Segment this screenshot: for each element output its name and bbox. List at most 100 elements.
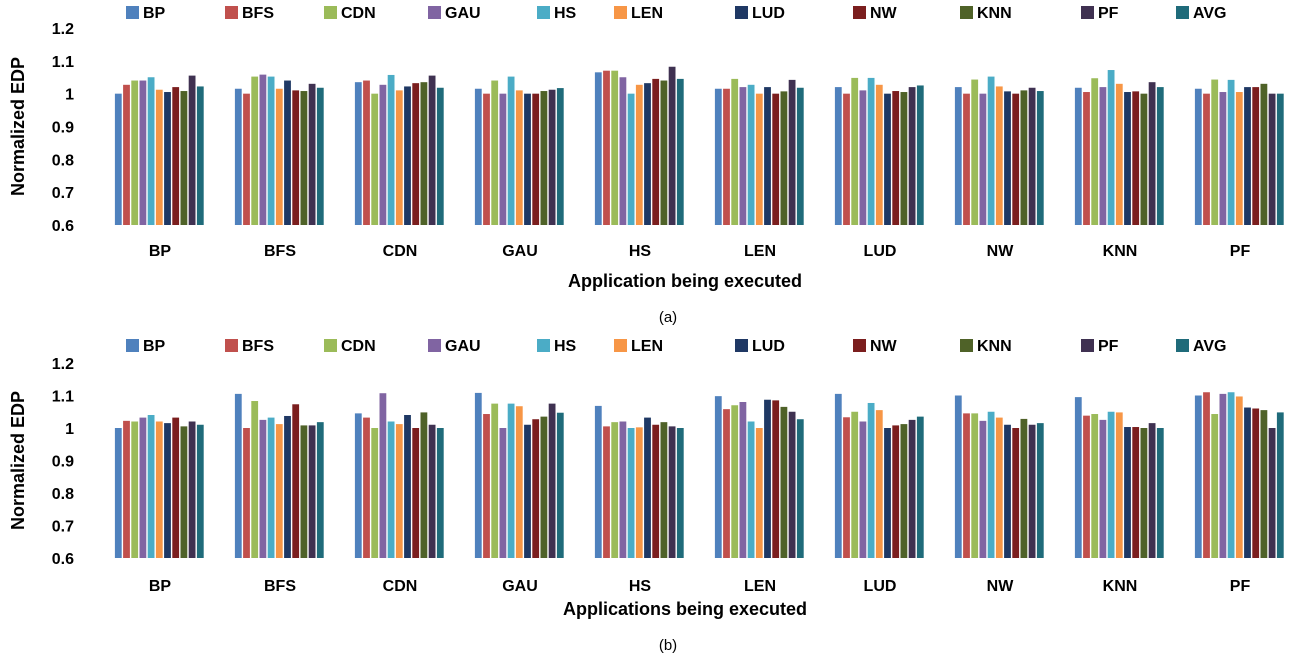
- bar: [147, 415, 155, 558]
- bar: [1276, 412, 1284, 558]
- bar: [796, 419, 804, 558]
- bar: [652, 424, 660, 558]
- bar: [412, 83, 420, 225]
- bar: [979, 420, 987, 558]
- bar: [1219, 393, 1227, 558]
- bar: [1227, 79, 1235, 225]
- x-axis-label: Application being executed: [568, 271, 802, 291]
- bar: [404, 415, 411, 558]
- bar: [875, 84, 883, 225]
- bar: [363, 80, 370, 226]
- bar: [499, 93, 507, 226]
- bar: [1211, 414, 1219, 558]
- bar: [1115, 412, 1123, 558]
- y-tick-label: 1.2: [52, 356, 74, 373]
- bar: [1244, 407, 1251, 558]
- bar: [627, 93, 635, 226]
- x-tick-label: BFS: [264, 578, 296, 595]
- subfigure-label: (a): [659, 309, 677, 326]
- bar: [1203, 93, 1210, 226]
- bar: [731, 405, 739, 558]
- bar: [676, 78, 684, 226]
- legend-label: LUD: [752, 338, 785, 355]
- bar: [548, 89, 556, 225]
- bar: [387, 74, 395, 226]
- bar: [483, 93, 490, 226]
- bar: [1156, 428, 1164, 558]
- bar: [723, 409, 730, 558]
- bar: [1276, 93, 1284, 226]
- legend-label: LEN: [631, 5, 663, 22]
- bar: [259, 74, 267, 225]
- bar: [747, 84, 755, 225]
- legend-label: LUD: [752, 5, 785, 22]
- bar: [363, 417, 370, 558]
- bar: [507, 76, 515, 226]
- bar: [916, 416, 924, 558]
- bar: [1074, 87, 1082, 225]
- legend-label: CDN: [341, 5, 376, 22]
- bar: [164, 92, 171, 226]
- x-tick-label: LEN: [744, 578, 776, 595]
- x-tick-label: LEN: [744, 243, 776, 260]
- bar: [371, 93, 379, 226]
- bar: [395, 424, 403, 558]
- x-tick-label: CDN: [383, 578, 418, 595]
- bar: [764, 87, 771, 225]
- y-tick-label: 0.6: [52, 218, 74, 235]
- bar: [243, 428, 250, 558]
- y-tick-label: 0.8: [52, 152, 74, 169]
- bar: [1028, 424, 1036, 558]
- legend-label: PF: [1098, 338, 1119, 355]
- legend-swatch: [853, 339, 866, 352]
- bar: [1235, 396, 1243, 558]
- bar: [114, 428, 122, 558]
- bar: [1260, 410, 1268, 558]
- bar: [859, 90, 867, 225]
- legend-label: KNN: [977, 338, 1012, 355]
- bar: [532, 419, 540, 558]
- bar: [971, 79, 979, 225]
- bar: [987, 411, 995, 558]
- legend-swatch: [735, 339, 748, 352]
- bar: [780, 91, 788, 225]
- bar: [284, 415, 291, 558]
- bar: [428, 75, 436, 225]
- bar: [316, 87, 324, 225]
- bar: [1107, 70, 1115, 225]
- bar: [1252, 87, 1260, 225]
- x-tick-label: GAU: [502, 243, 538, 260]
- legend-label: BFS: [242, 338, 274, 355]
- bar: [180, 91, 188, 225]
- bar: [851, 77, 859, 225]
- y-tick-label: 0.9: [52, 120, 74, 137]
- bar: [1219, 92, 1227, 226]
- bar: [867, 77, 875, 225]
- legend-swatch: [324, 6, 337, 19]
- bar: [884, 93, 891, 226]
- bar: [507, 403, 515, 558]
- bar: [164, 423, 171, 558]
- legend-swatch: [1081, 339, 1094, 352]
- bar: [1036, 91, 1044, 225]
- bar: [387, 421, 395, 558]
- bar: [635, 84, 643, 225]
- legend-label: GAU: [445, 5, 481, 22]
- bar: [131, 80, 139, 226]
- bar: [1244, 87, 1251, 225]
- bar: [1211, 79, 1219, 225]
- legend-swatch: [1176, 6, 1189, 19]
- bar: [428, 424, 436, 558]
- y-tick-label: 0.8: [52, 486, 74, 503]
- legend-swatch: [853, 6, 866, 19]
- bar: [1203, 392, 1210, 558]
- bar: [1260, 83, 1268, 225]
- bar: [843, 93, 850, 226]
- bar: [436, 87, 444, 225]
- y-axis-label: Normalized EDP: [8, 391, 28, 530]
- bar: [147, 77, 155, 225]
- chart-panel-a: 0.6 0.7 0.8 0.9 1 1.1 1.2 Normalized EDP BP BFS CD…: [8, 5, 1284, 326]
- bar: [515, 406, 523, 558]
- y-tick-label: 0.6: [52, 551, 74, 568]
- bar: [908, 419, 916, 558]
